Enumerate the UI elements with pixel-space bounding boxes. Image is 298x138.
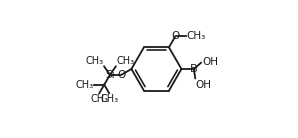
Text: CH₃: CH₃	[86, 56, 104, 66]
Text: O: O	[117, 70, 125, 80]
Text: CH₃: CH₃	[90, 94, 108, 104]
Text: CH₃: CH₃	[100, 94, 118, 104]
Text: CH₃: CH₃	[116, 56, 134, 66]
Text: OH: OH	[196, 80, 212, 90]
Text: B: B	[190, 64, 198, 74]
Text: CH₃: CH₃	[187, 31, 206, 41]
Text: CH₃: CH₃	[76, 80, 94, 90]
Text: O: O	[171, 31, 179, 41]
Text: Si: Si	[105, 70, 115, 80]
Text: OH: OH	[202, 57, 218, 67]
